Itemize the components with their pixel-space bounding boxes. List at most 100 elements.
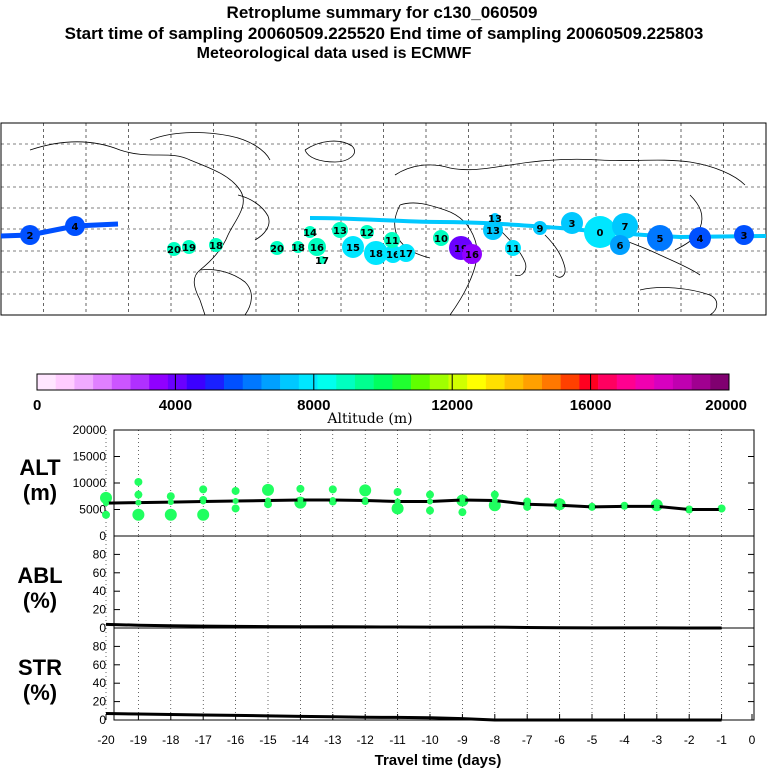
alt-median-point — [394, 498, 401, 505]
colorbar-swatch — [242, 374, 262, 390]
plume-marker — [647, 225, 673, 251]
colorbar-swatch — [541, 374, 561, 390]
alt-median-point — [686, 506, 693, 513]
colorbar-swatch — [392, 374, 412, 390]
plume-marker-label: 16 — [465, 250, 479, 261]
plume-marker-label: 3 — [741, 231, 748, 242]
plume-marker — [483, 220, 503, 240]
plume-marker — [342, 236, 364, 258]
colorbar-swatch — [429, 374, 449, 390]
colorbar-swatch — [298, 374, 318, 390]
x-tick-label: -3 — [651, 733, 662, 747]
plume-marker — [561, 212, 583, 234]
colorbar-swatch — [37, 374, 57, 390]
alt-median-point — [200, 498, 207, 505]
y-tick-label: 5000 — [79, 503, 106, 517]
alt-cluster-point — [262, 483, 274, 496]
alt-cluster-point — [134, 490, 143, 499]
x-tick-label: -1 — [716, 733, 727, 747]
alt-median-point — [265, 497, 271, 504]
plume-marker — [65, 216, 85, 236]
plume-marker-label: 19 — [182, 243, 196, 254]
plume-marker-label: 20 — [167, 245, 181, 256]
colorbar-swatch — [317, 374, 337, 390]
colorbar-swatch — [224, 374, 244, 390]
met-data-note: Meteorological data used is ECMWF — [196, 45, 472, 62]
x-tick-label: -10 — [421, 733, 439, 747]
alt-cluster-point — [199, 485, 208, 494]
y-tick-label: 0 — [99, 621, 106, 635]
plume-marker — [292, 241, 304, 253]
alt-cluster-point — [391, 502, 404, 515]
colorbar-swatch — [280, 374, 300, 390]
colorbar-swatch — [691, 374, 711, 390]
colorbar-title: Altitude (m) — [326, 411, 412, 427]
x-tick-label: -13 — [324, 733, 342, 747]
alt-cluster-point — [100, 491, 112, 504]
alt-panel: 20000 15000 10000 5000 0 ALT(m) — [19, 423, 755, 543]
alt-cluster-point — [426, 506, 434, 515]
alt-cluster-point — [166, 492, 175, 501]
plume-marker-label: 13 — [488, 214, 502, 225]
x-tick-label: -11 — [389, 733, 406, 747]
str-panel-line — [105, 712, 722, 722]
plume-marker — [364, 241, 388, 265]
panel-ylabel: STR — [18, 655, 62, 680]
alt-median-point — [524, 501, 531, 508]
x-tick-label: -17 — [195, 733, 213, 747]
panel-frame — [113, 429, 755, 537]
plume-marker-label: 17 — [315, 256, 329, 267]
colorbar-swatch — [411, 374, 431, 390]
plume-marker-label: 15 — [346, 243, 360, 254]
plume-marker-label: 6 — [617, 241, 624, 252]
colorbar-swatch — [635, 374, 655, 390]
alt-median-point — [167, 499, 174, 506]
plume-marker-label: 16 — [310, 243, 324, 254]
alt-cluster-point — [490, 490, 499, 499]
plume-marker — [209, 238, 223, 252]
alt-cluster-point — [393, 488, 402, 497]
y-tick-label: 20 — [93, 695, 107, 709]
alt-cluster-point — [102, 510, 110, 519]
plume-marker — [612, 213, 638, 239]
plume-marker-label: 7 — [622, 222, 629, 233]
colorbar-tick-label: 0 — [33, 397, 41, 414]
x-tick-label: -6 — [554, 733, 565, 747]
x-tick-label: -19 — [130, 733, 148, 747]
plume-marker — [490, 213, 500, 223]
plume-marker — [270, 241, 284, 255]
x-tick-label: -4 — [619, 733, 630, 747]
plume-marker — [360, 225, 374, 239]
colorbar-swatch — [616, 374, 636, 390]
x-tick-label: -14 — [292, 733, 310, 747]
plume-marker-label: 5 — [657, 234, 664, 245]
alt-median-point — [329, 496, 336, 503]
plume-marker — [384, 245, 402, 263]
plume-marker — [182, 240, 196, 254]
colorbar-tick-label: 12000 — [431, 397, 473, 414]
plume-marker-label: 12 — [360, 228, 374, 239]
plume-marker-label: 4 — [697, 234, 704, 245]
plume-marker-label: 9 — [537, 224, 544, 235]
alt-cluster-point — [458, 508, 467, 517]
alt-cluster-point — [231, 504, 240, 513]
plume-marker-label: 18 — [209, 241, 223, 252]
colorbar-swatch — [55, 374, 75, 390]
y-tick-label: 0 — [99, 529, 106, 543]
plume-marker-label: 13 — [486, 226, 500, 237]
plume-marker-label: 19 — [454, 244, 468, 255]
x-tick-label: 0 — [749, 733, 756, 747]
panel-ylabel-units: (%) — [23, 680, 57, 705]
alt-cluster-point — [328, 485, 337, 494]
panel-ylabel-units: (m) — [23, 480, 57, 505]
plume-marker — [308, 238, 326, 256]
y-tick-label: 80 — [93, 547, 107, 561]
plume-marker-label: 2 — [27, 231, 34, 242]
plume-marker-label: 10 — [434, 234, 448, 245]
alt-median-point — [362, 497, 369, 504]
panel-ylabel-units: (%) — [23, 588, 57, 613]
colorbar-swatch — [130, 374, 150, 390]
plume-marker-label: 13 — [333, 226, 347, 237]
panel-ylabel: ALT — [19, 455, 61, 480]
